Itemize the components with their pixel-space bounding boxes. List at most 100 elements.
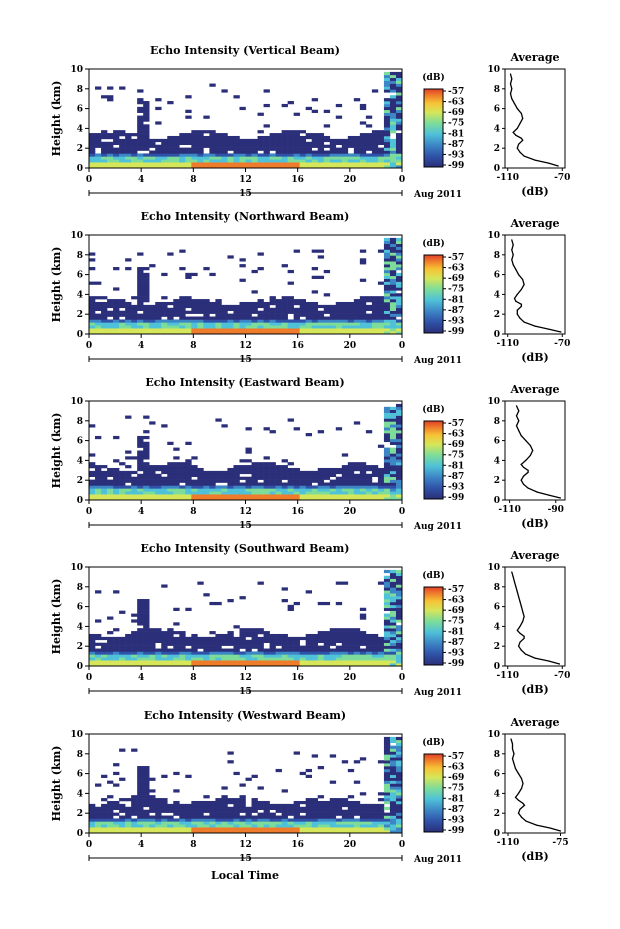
echo-cell [263,488,270,492]
echo-cell [143,786,150,790]
echo-cell [89,660,96,664]
date-day-label: 15 [239,189,252,199]
echo-cell [311,642,319,646]
echo-cell [227,599,234,603]
echo-cell [137,654,144,658]
echo-cell [383,806,391,810]
echo-cell [389,751,397,755]
echo-cell [263,497,270,501]
echo-cell [287,830,294,834]
echo-cell [215,328,222,332]
echo-cell [299,818,306,822]
echo-cell [161,479,168,483]
echo-cell [239,654,246,658]
echo-cell [395,830,403,834]
echo-cell [167,325,174,329]
echo-cell [281,159,288,163]
echo-cell [329,479,337,483]
echo-cell [155,310,162,314]
average-profile-point [520,435,522,437]
echo-cell [119,470,126,475]
echo-cell [233,316,240,320]
echo-cell [233,331,240,335]
echo-cell [191,818,198,822]
echo-cell [269,827,276,831]
echo-cell [311,491,319,495]
echo-cell [317,827,325,831]
echo-cell [107,98,114,102]
echo-cell [269,153,276,157]
echo-cell [95,138,102,143]
echo-cell [131,818,138,822]
echo-cell [359,651,367,655]
echo-cell [323,144,331,148]
echo-cell [125,485,132,489]
echo-cell [389,824,397,828]
echo-cell [287,651,294,655]
echo-cell [323,663,331,667]
echo-cell [245,144,252,148]
echo-cell [119,494,126,498]
echo-cell [359,307,367,311]
colorbar-tick-label: -99 [448,161,464,171]
echo-cell [317,165,325,169]
echo-cell [95,821,102,825]
echo-cell [347,301,355,306]
echo-cell [395,331,403,335]
average-x-axis-label: (dB) [521,517,548,530]
echo-cell [191,331,198,335]
echo-cell [389,307,397,311]
echo-cell [191,485,198,489]
echo-cell [233,467,240,472]
echo-cell [251,319,258,323]
echo-cell [293,651,300,655]
echo-cell [335,488,343,492]
echo-cell [299,821,306,825]
echo-cell [293,642,300,646]
echo-cell [113,648,120,652]
echo-cell [389,424,397,428]
average-x-tick-label: -90 [548,505,564,515]
echo-cell [215,325,222,329]
echo-cell [293,307,300,311]
echo-cell [137,459,144,463]
echo-cell [233,476,240,480]
echo-cell [89,642,96,646]
echo-cell [383,447,391,451]
echo-cell [137,322,144,326]
echo-cell [353,818,361,822]
echo-cell [377,296,385,300]
echo-cell [107,150,114,154]
echo-cell [209,824,216,828]
echo-cell [197,304,204,309]
echo-cell [173,138,180,143]
echo-cell [131,800,138,805]
average-profile-point [532,449,534,452]
echo-cell [389,578,397,582]
echo-cell [383,112,391,116]
echo-cell [233,824,240,828]
echo-cell [293,467,300,472]
echo-cell [131,322,138,326]
echo-cell [125,642,132,646]
echo-cell [155,304,162,309]
echo-cell [239,144,246,148]
echo-cell [395,243,403,247]
echo-cell [137,488,144,492]
echo-cell [395,792,403,796]
echo-cell [389,453,397,457]
echo-cell [173,299,180,303]
echo-cell [251,798,258,802]
echo-cell [137,159,144,163]
echo-cell [143,473,150,477]
echo-cell [395,771,403,776]
echo-cell [197,657,204,661]
echo-cell [119,777,126,781]
echo-cell [155,319,162,323]
echo-cell [197,497,204,501]
echo-cell [209,153,216,157]
echo-cell [317,497,325,501]
echo-cell [209,482,216,486]
echo-cell [185,325,192,329]
echo-cell [197,467,204,472]
